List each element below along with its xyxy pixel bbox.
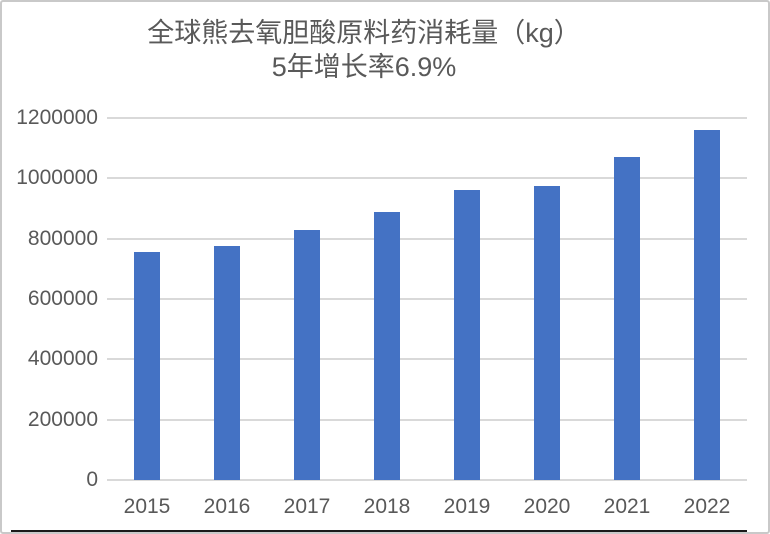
- bar-2020: [534, 185, 560, 480]
- x-axis-tick-label: 2015: [123, 495, 171, 518]
- x-axis-tick-label: 2022: [683, 495, 731, 518]
- gridline: [107, 177, 747, 180]
- chart-title: 全球熊去氧胆酸原料药消耗量（kg） 5年增长率6.9%: [2, 16, 726, 84]
- x-axis-tick-label: 2017: [283, 495, 331, 518]
- bar-2015: [134, 252, 160, 480]
- gridline: [107, 117, 747, 119]
- y-axis-tick-label: 400000: [27, 347, 98, 371]
- x-axis-tick-label: 2020: [523, 495, 571, 518]
- y-axis-tick-label: 1000000: [16, 166, 98, 190]
- gridline: [107, 418, 747, 421]
- gridline: [107, 298, 747, 300]
- bottom-edge-line: [11, 530, 747, 532]
- y-axis-tick-label: 0: [86, 468, 98, 491]
- x-axis-tick-label: 2019: [443, 495, 491, 518]
- y-axis-tick-label: 200000: [27, 407, 98, 431]
- gridline: [107, 358, 747, 361]
- bar-2018: [374, 211, 400, 480]
- chart-title-line2: 5年增长率6.9%: [271, 52, 457, 82]
- gridline: [107, 237, 747, 240]
- y-axis-tick-label: 800000: [27, 226, 98, 250]
- bar-2019: [454, 190, 480, 480]
- bar-2016: [214, 246, 240, 480]
- bar-2022: [694, 130, 720, 480]
- bar-2021: [614, 157, 640, 480]
- x-axis-line: [107, 479, 747, 481]
- chart-title-line1: 全球熊去氧胆酸原料药消耗量（kg）: [147, 18, 581, 48]
- x-axis-tick-label: 2021: [603, 495, 651, 518]
- bar-2017: [294, 229, 320, 480]
- y-axis-tick-label: 1200000: [16, 106, 98, 129]
- x-axis-tick-label: 2016: [203, 495, 251, 518]
- x-axis-tick-label: 2018: [363, 495, 411, 518]
- y-axis-tick-label: 600000: [27, 287, 98, 310]
